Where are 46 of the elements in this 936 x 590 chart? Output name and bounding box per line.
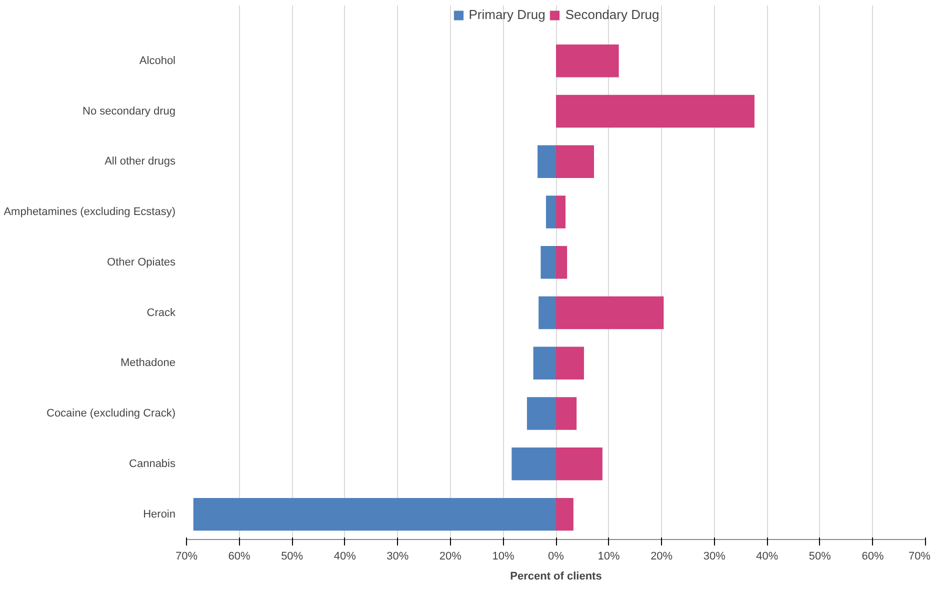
bar xyxy=(193,498,556,531)
bar xyxy=(540,246,556,279)
y-tick-label: Amphetamines (excluding Ecstasy) xyxy=(4,206,176,218)
y-tick-label: No secondary drug xyxy=(82,105,176,118)
bar xyxy=(556,94,754,128)
x-tick-label: 40% xyxy=(334,550,356,562)
y-tick-label: All other drugs xyxy=(104,156,176,168)
x-tick-label: 10% xyxy=(492,550,514,562)
x-tick-label: 20% xyxy=(650,550,673,562)
x-tick-label: 30% xyxy=(386,550,409,562)
x-tick-label: 0% xyxy=(548,550,564,562)
bar xyxy=(556,246,568,279)
bar xyxy=(546,196,556,228)
y-tick-label: Methadone xyxy=(120,357,176,370)
bar xyxy=(556,397,577,430)
bar xyxy=(533,346,556,380)
y-tick-label: Crack xyxy=(146,306,176,319)
x-tick-label: 70% xyxy=(175,550,198,562)
legend-label: Secondary Drug xyxy=(565,7,660,22)
bar xyxy=(556,196,566,228)
y-tick-label: Alcohol xyxy=(139,54,176,67)
bar xyxy=(538,296,556,330)
x-tick-label: 60% xyxy=(862,550,884,562)
bar xyxy=(512,448,556,480)
bar xyxy=(556,44,619,78)
bar xyxy=(556,448,602,480)
bar xyxy=(556,498,574,531)
y-tick-label: Heroin xyxy=(143,508,176,520)
y-tick-label: Cannabis xyxy=(129,458,176,470)
y-tick-label: Cocaine (excluding Crack) xyxy=(46,408,176,420)
bar xyxy=(526,397,556,430)
x-tick-label: 10% xyxy=(598,550,620,562)
x-tick-label: 20% xyxy=(439,550,462,562)
bar xyxy=(538,145,556,178)
x-tick-label: 60% xyxy=(228,550,251,562)
x-tick-label: 70% xyxy=(908,550,931,562)
bar xyxy=(556,296,664,330)
x-tick-label: 50% xyxy=(281,550,304,562)
x-tick-label: 40% xyxy=(756,550,778,562)
x-tick-label: 50% xyxy=(808,550,832,562)
bar xyxy=(556,145,594,178)
x-tick-label: 30% xyxy=(703,550,726,562)
y-tick-label: Other Opiates xyxy=(107,256,176,268)
x-axis-title: Percent of clients xyxy=(510,570,602,582)
bar xyxy=(556,346,584,380)
legend-label: Primary Drug xyxy=(468,7,546,22)
